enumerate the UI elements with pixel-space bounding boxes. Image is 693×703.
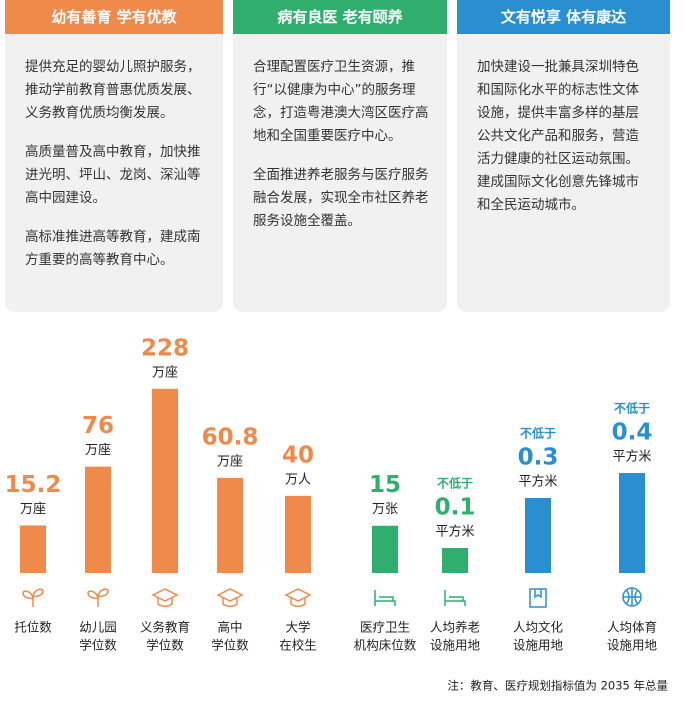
value-label: 15 xyxy=(369,472,401,498)
note: 注：教育、医疗规划指标值为 2035 年总量 xyxy=(447,679,668,693)
value-label: 0.4 xyxy=(612,420,653,446)
icon xyxy=(444,590,466,606)
value-label: 0.1 xyxy=(435,495,476,521)
icon xyxy=(87,588,109,607)
card-text: 高标准推进高等教育，建成南方重要的高等教育中心。 xyxy=(25,229,201,268)
card-text: 加快建设一批兼具深圳特色和国际化水平的标志性文体设施，提供丰富多样的基层公共文化… xyxy=(477,59,639,213)
category-label: 高中 xyxy=(217,620,242,635)
unit: 平方米 xyxy=(435,524,474,540)
category-label: 大学 xyxy=(285,620,310,635)
bar xyxy=(20,525,46,573)
category-label: 设施用地 xyxy=(607,638,658,653)
unit: 平方米 xyxy=(518,474,557,490)
bar xyxy=(285,495,311,573)
unit: 万张 xyxy=(372,502,398,517)
card: 幼有善育 学有优教提供充足的婴幼儿照护服务，推动学前教育普惠优质发展、义务教育优… xyxy=(5,0,223,312)
category-label: 幼儿园 xyxy=(79,620,117,635)
bar xyxy=(217,477,243,573)
category-label: 医疗卫生 xyxy=(360,620,410,635)
unit: 万人 xyxy=(285,472,311,487)
bar xyxy=(372,525,398,573)
category-label: 学位数 xyxy=(146,638,184,653)
value-label: 228 xyxy=(141,335,189,361)
category-label: 人均文化 xyxy=(513,620,564,635)
value-label: 60.8 xyxy=(202,424,259,450)
category-label: 义务教育 xyxy=(140,620,190,635)
category-label: 学位数 xyxy=(211,638,249,653)
category-label: 在校生 xyxy=(279,638,317,653)
category-label: 人均养老 xyxy=(430,620,480,635)
bar xyxy=(525,498,551,573)
card-text: 高质量普及高中教育，加快推进光明、坪山、龙岗、深汕等高中园建设。 xyxy=(25,144,201,206)
category-label: 设施用地 xyxy=(430,638,481,653)
icon xyxy=(529,588,547,608)
unit: 平方米 xyxy=(612,449,651,465)
card-title: 文有悦享 体有康达 xyxy=(457,0,670,34)
prefix: 不低于 xyxy=(437,476,473,491)
icon xyxy=(623,588,641,606)
unit: 万座 xyxy=(217,454,243,469)
category-label: 机构床位数 xyxy=(354,638,417,653)
bar xyxy=(442,548,468,573)
unit: 万座 xyxy=(152,365,178,380)
category-label: 托位数 xyxy=(14,620,52,635)
icon xyxy=(284,588,312,607)
unit: 万座 xyxy=(85,443,111,458)
card-text: 提供充足的婴幼儿照护服务，推动学前教育普惠优质发展、义务教育优质均衡发展。 xyxy=(25,59,201,121)
card-title: 幼有善育 学有优教 xyxy=(5,0,223,34)
icon xyxy=(216,588,244,607)
icon xyxy=(151,588,179,607)
value-label: 0.3 xyxy=(518,445,559,471)
card-text: 合理配置医疗卫生资源，推行“以健康为中心”的服务理念，打造粤港澳大湾区医疗高地和… xyxy=(253,59,429,144)
value-label: 76 xyxy=(82,413,114,439)
category-label: 人均体育 xyxy=(607,620,657,635)
value-label: 15.2 xyxy=(5,472,62,498)
bar xyxy=(152,388,178,573)
card: 病有良医 老有颐养合理配置医疗卫生资源，推行“以健康为中心”的服务理念，打造粤港… xyxy=(233,0,447,312)
category-label: 设施用地 xyxy=(513,638,564,653)
category-label: 学位数 xyxy=(79,638,117,653)
icon xyxy=(374,590,396,606)
icon xyxy=(22,588,44,607)
prefix: 不低于 xyxy=(520,426,556,441)
card-text: 全面推进养老服务与医疗服务融合发展，实现全市社区养老服务设施全覆盖。 xyxy=(253,167,429,229)
value-label: 40 xyxy=(282,442,314,468)
card-title: 病有良医 老有颐养 xyxy=(233,0,447,34)
card: 文有悦享 体有康达加快建设一批兼具深圳特色和国际化水平的标志性文体设施，提供丰富… xyxy=(457,0,670,312)
prefix: 不低于 xyxy=(614,401,650,416)
unit: 万座 xyxy=(20,502,46,517)
bar xyxy=(85,466,111,573)
bar xyxy=(619,473,645,573)
